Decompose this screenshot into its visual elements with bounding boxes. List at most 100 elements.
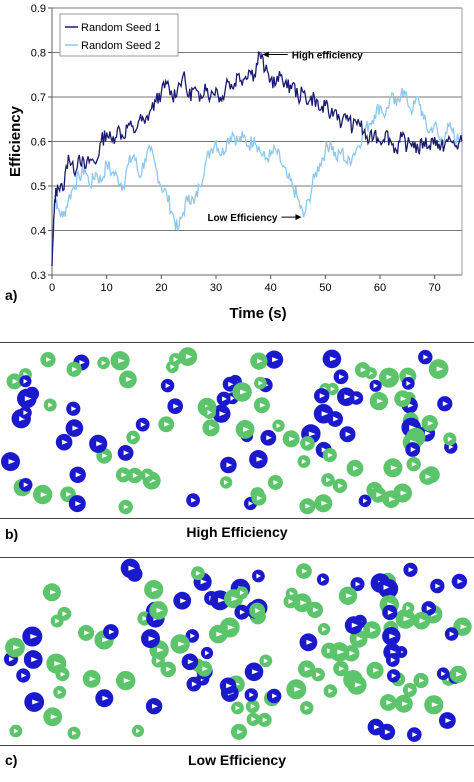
green-particle <box>116 670 136 691</box>
green-particle <box>380 369 397 385</box>
x-tick-label: 70 <box>429 282 441 294</box>
blue-particle <box>212 404 231 423</box>
blue-particle <box>430 578 445 594</box>
green-particle <box>191 566 205 581</box>
blue-particle <box>444 627 459 641</box>
green-particle <box>424 695 444 715</box>
blue-particle <box>22 626 43 647</box>
blue-particle <box>382 627 401 646</box>
green-particle <box>282 430 300 448</box>
blue-particle <box>135 417 150 432</box>
green-particle <box>245 699 260 714</box>
green-particle <box>354 362 371 378</box>
green-particle <box>202 419 220 437</box>
x-tick-label: 50 <box>319 282 331 294</box>
green-particle <box>346 459 364 477</box>
green-particle <box>196 660 213 677</box>
blue-particle <box>260 429 277 446</box>
blue-particle <box>23 650 43 669</box>
blue-particle <box>369 379 382 392</box>
green-particle <box>144 580 164 600</box>
blue-particle <box>89 434 108 453</box>
green-particle <box>250 352 268 370</box>
high-efficiency-arrowhead <box>262 51 269 58</box>
blue-particle <box>103 624 119 640</box>
blue-particle <box>299 633 318 652</box>
green-particle <box>257 712 272 727</box>
green-particle <box>321 473 335 487</box>
blue-particle <box>387 669 401 683</box>
green-particle <box>363 621 381 639</box>
y-tick-label: 0.9 <box>31 3 46 15</box>
x-axis-label: Time (s) <box>229 305 286 322</box>
blue-particle <box>65 419 84 437</box>
green-particle <box>286 679 307 700</box>
blue-particle <box>160 378 175 393</box>
green-particle <box>326 382 339 396</box>
green-particle <box>251 490 267 506</box>
y-tick-label: 0.8 <box>31 48 46 60</box>
blue-particle <box>407 727 422 742</box>
green-particle <box>349 629 368 648</box>
green-particle <box>259 654 273 668</box>
green-particle <box>329 642 349 662</box>
green-particle <box>231 701 244 715</box>
x-tick-label: 0 <box>49 282 55 294</box>
green-particle <box>5 637 25 658</box>
blue-particle <box>66 401 81 416</box>
green-particle <box>50 614 64 628</box>
green-particle <box>394 694 413 713</box>
green-particle <box>246 712 260 726</box>
blue-particle <box>234 604 250 620</box>
blue-particle <box>19 375 32 388</box>
chart-legend: Random Seed 1 Random Seed 2 <box>59 13 179 57</box>
green-particle <box>402 683 417 697</box>
green-particle <box>347 675 367 695</box>
green-particle <box>126 430 140 445</box>
green-particle <box>332 478 348 493</box>
green-particle <box>253 397 270 414</box>
blue-particle <box>219 677 237 695</box>
blue-particle <box>68 495 86 513</box>
blue-particle <box>322 349 342 369</box>
green-particle <box>235 420 255 439</box>
blue-particle <box>145 698 163 715</box>
efficiency-chart: 0.3 0.4 0.5 0.6 0.7 0.8 0.9 0 10 20 30 40 50 60 70 Hig… <box>7 3 463 322</box>
green-particle <box>33 484 53 505</box>
green-particle <box>97 356 110 370</box>
green-particle <box>127 467 143 484</box>
blue-particle <box>1 452 20 472</box>
blue-particle <box>333 369 349 385</box>
green-particle <box>267 475 283 490</box>
green-particle <box>297 455 311 468</box>
series-line-1 <box>51 51 463 267</box>
panel-a-label: a) <box>5 287 18 303</box>
blue-particle <box>382 604 398 621</box>
low-efficiency-annotation: Low Efficiency <box>207 213 277 224</box>
green-particle <box>443 432 457 446</box>
x-tick-label: 60 <box>374 282 386 294</box>
green-particle <box>379 694 397 711</box>
green-particle <box>235 586 249 600</box>
y-tick-label: 0.6 <box>31 137 46 149</box>
blue-particle <box>117 445 134 461</box>
high-efficiency-caption: High Efficiency <box>186 524 288 540</box>
blue-particle <box>141 629 160 649</box>
green-particle <box>151 654 165 668</box>
legend-box <box>59 13 179 57</box>
low-efficiency-particles <box>3 558 472 742</box>
blue-particle <box>405 442 421 457</box>
green-particle <box>209 624 228 644</box>
green-particle <box>449 665 467 683</box>
blue-particle <box>265 350 284 369</box>
green-particle <box>254 376 267 390</box>
blue-particle <box>327 411 343 427</box>
blue-particle <box>244 662 264 682</box>
green-particle <box>299 498 316 515</box>
green-particle <box>115 467 131 483</box>
blue-particle <box>185 629 200 643</box>
high-efficiency-particles <box>1 347 458 515</box>
blue-particle <box>200 646 214 660</box>
green-particle <box>453 617 472 636</box>
green-particle <box>428 359 449 379</box>
